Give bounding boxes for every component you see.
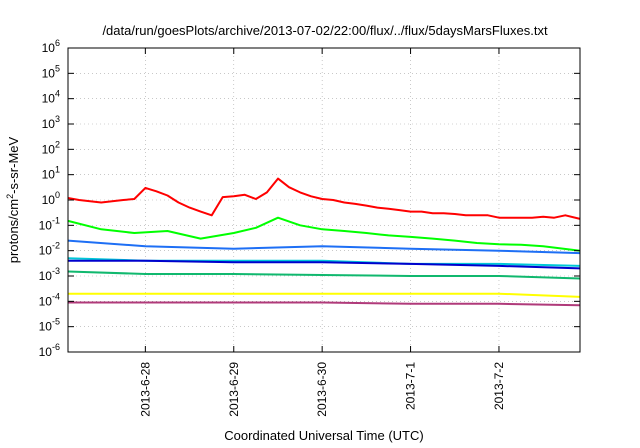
series-line-8 [68,301,581,307]
series-line-2 [67,216,581,252]
y-tick-label: 101 [42,165,60,182]
x-tick-label: 2013-6-30 [315,362,329,417]
y-axis-label: protons/cm2-s-sr-MeV [5,136,21,263]
y-tick-label: 10-4 [39,291,60,308]
chart-title: /data/run/goesPlots/archive/2013-07-02/2… [102,23,548,38]
series-line-7 [68,292,581,298]
y-tick-label: 10-6 [39,342,60,359]
y-tick-label: 102 [42,139,60,156]
series-line-5 [68,259,581,270]
series-line-3 [67,239,581,255]
x-tick-label: 2013-6-29 [227,362,241,417]
x-axis-label: Coordinated Universal Time (UTC) [224,428,423,443]
series-line-6 [67,270,581,280]
y-tick-label: 103 [42,114,60,131]
series-line-1 [67,177,581,220]
x-axis: 2013-6-28 2013-6-29 2013-6-30 2013-7-1 2013-… [138,48,506,417]
y-tick-label: 100 [42,190,60,207]
y-axis-label-prefix: protons/cm [6,199,21,263]
y-tick-label: 106 [42,38,60,55]
series-layer [67,177,581,307]
y-tick-label: 10-3 [39,266,60,283]
y-axis-label-suffix: -s-sr-MeV [6,136,21,193]
x-tick-label: 2013-6-28 [138,362,152,417]
y-tick-label: 104 [42,89,60,106]
y-tick-label: 10-1 [39,215,60,232]
y-tick-label: 10-2 [39,241,60,258]
x-tick-label: 2013-7-1 [404,362,418,410]
y-axis: 10-6 10-5 10-4 10-3 10-2 10-1 100 101 102 103 104 1… [39,38,580,359]
y-tick-label: 105 [42,63,60,80]
y-axis-label-sup: 2 [5,194,15,199]
x-tick-label: 2013-7-2 [492,362,506,410]
y-tick-label: 10-5 [39,317,60,334]
